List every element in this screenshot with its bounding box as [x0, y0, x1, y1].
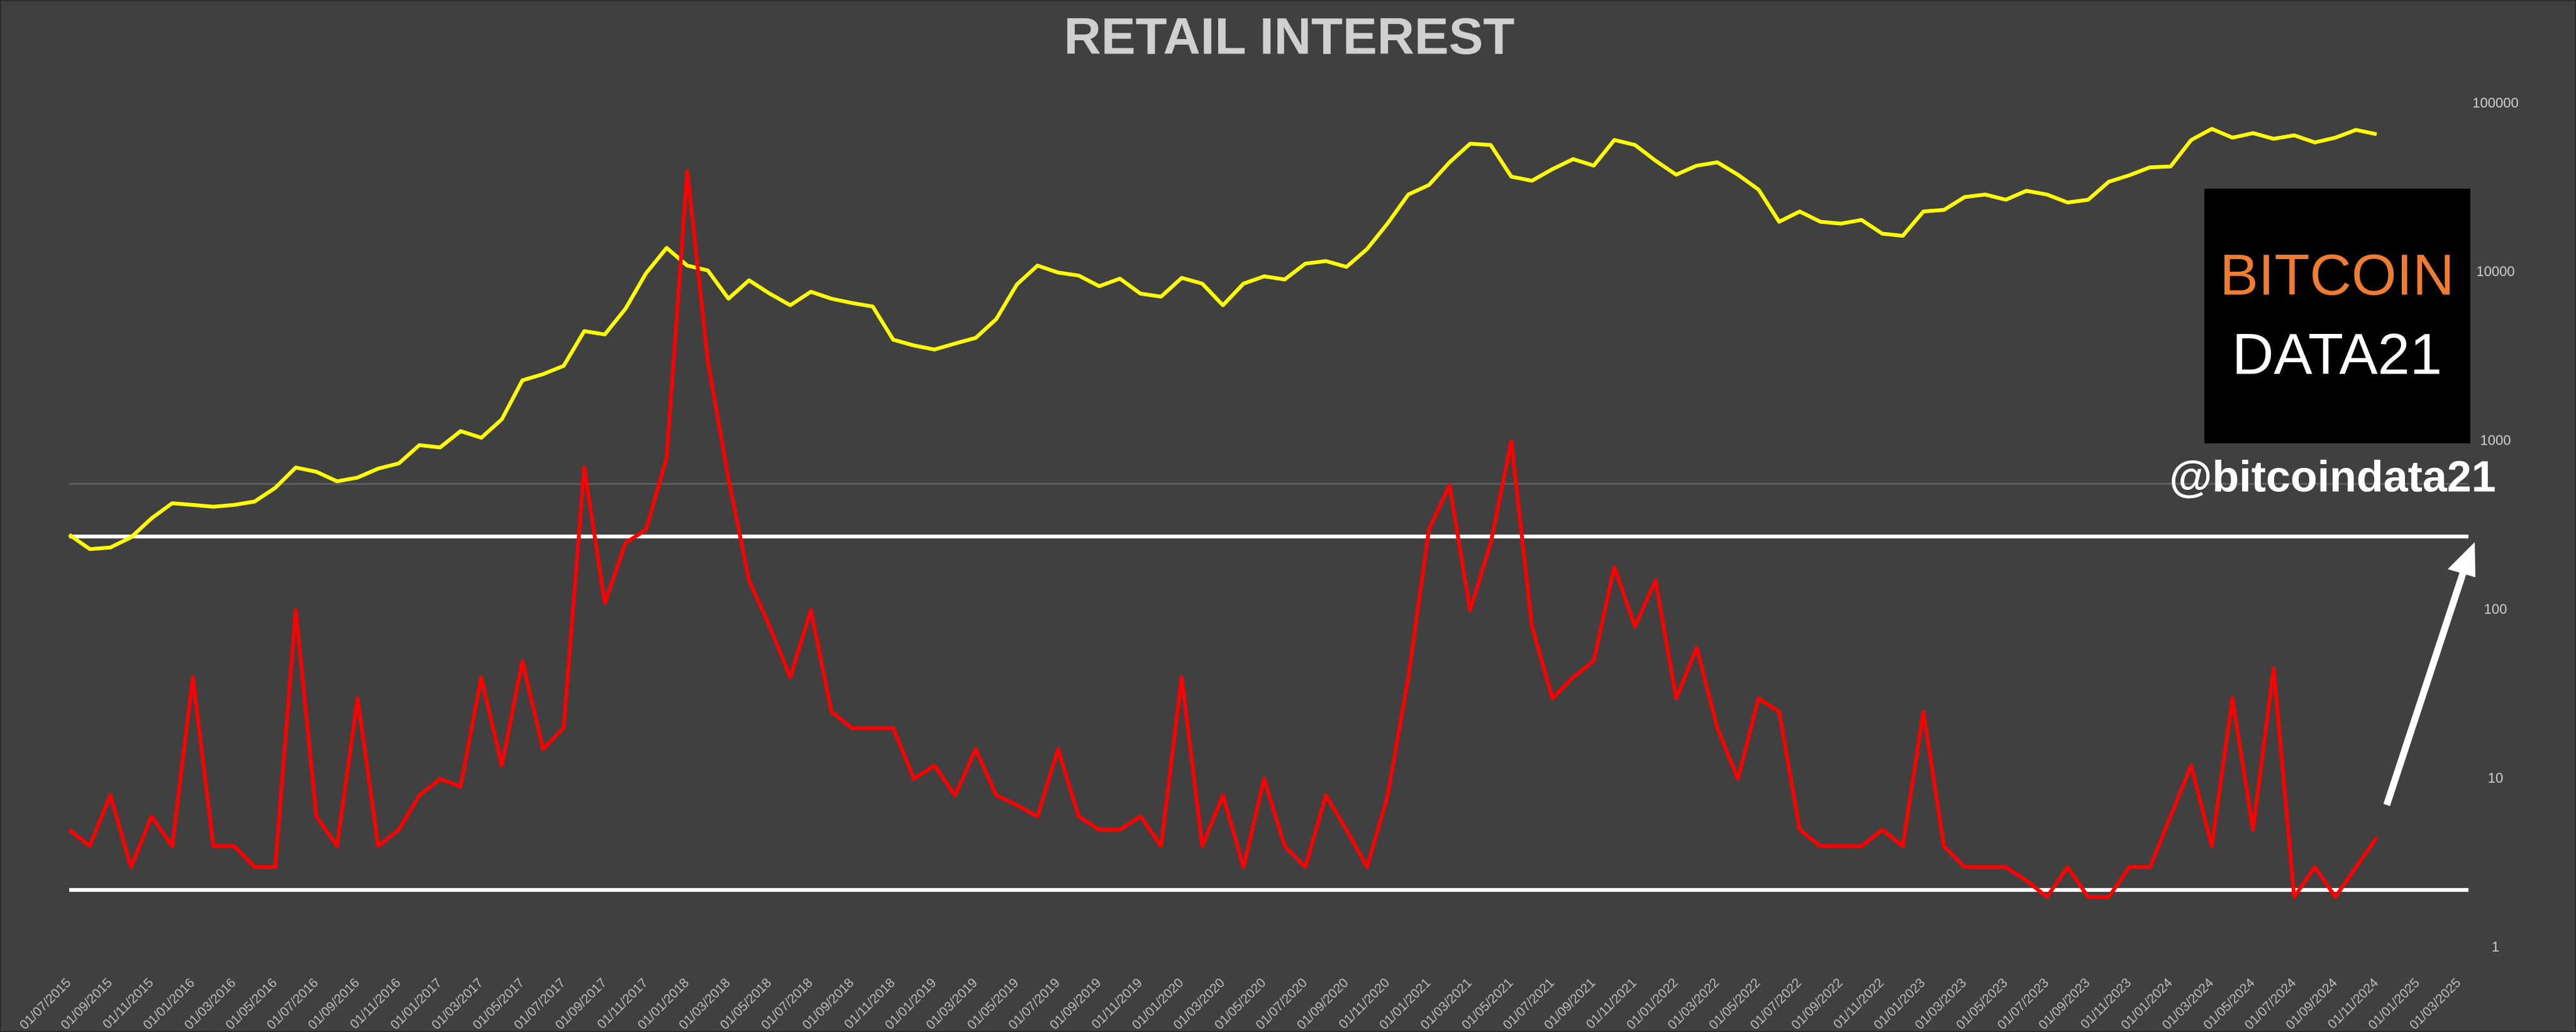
y-tick-label: 1000: [2480, 433, 2511, 448]
chart-title: RETAIL INTEREST: [1064, 8, 1515, 65]
arrow-shaft: [2383, 565, 2469, 806]
y-tick-label: 100000: [2472, 95, 2518, 111]
brand-top: BITCOIN: [2219, 243, 2454, 307]
handle: @bitcoindata21: [2169, 452, 2496, 501]
y-tick-label: 1: [2492, 939, 2499, 955]
y-tick-label: 100: [2484, 601, 2507, 617]
y-tick-label: 10000: [2476, 264, 2514, 279]
arrow-head: [2448, 542, 2475, 577]
y-tick-label: 10: [2488, 770, 2503, 785]
brand-bottom: DATA21: [2232, 322, 2442, 386]
series-line: [68, 169, 2379, 899]
brand-box: [2204, 189, 2470, 443]
series-line: [68, 126, 2377, 552]
